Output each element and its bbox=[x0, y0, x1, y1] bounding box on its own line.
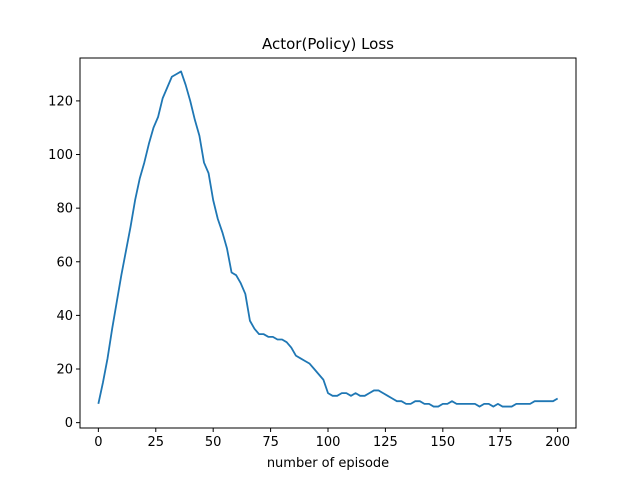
x-tick-label: 50 bbox=[205, 435, 222, 450]
x-tick-label: 100 bbox=[316, 435, 341, 450]
y-tick-label: 40 bbox=[56, 309, 73, 324]
x-tick-label: 200 bbox=[545, 435, 570, 450]
x-tick-label: 125 bbox=[373, 435, 398, 450]
x-axis-ticks: 0 25 50 75 100 125 150 175 200 bbox=[94, 428, 570, 450]
chart-title: Actor(Policy) Loss bbox=[262, 35, 394, 53]
x-tick-label: 150 bbox=[430, 435, 455, 450]
x-tick-label: 175 bbox=[488, 435, 513, 450]
y-tick-label: 60 bbox=[56, 255, 73, 270]
y-tick-label: 0 bbox=[65, 416, 73, 431]
x-tick-label: 75 bbox=[262, 435, 279, 450]
loss-series-line bbox=[97, 70, 559, 408]
x-tick-label: 25 bbox=[148, 435, 165, 450]
plot-frame bbox=[79, 57, 577, 429]
y-tick-label: 120 bbox=[48, 94, 73, 109]
x-axis-label: number of episode bbox=[267, 456, 389, 471]
x-tick-label: 0 bbox=[94, 435, 102, 450]
plot-content bbox=[97, 70, 559, 408]
y-axis-ticks: 0 20 40 60 80 100 120 bbox=[48, 94, 80, 431]
y-tick-label: 100 bbox=[48, 148, 73, 163]
y-tick-label: 20 bbox=[56, 363, 73, 378]
y-tick-label: 80 bbox=[56, 202, 73, 217]
